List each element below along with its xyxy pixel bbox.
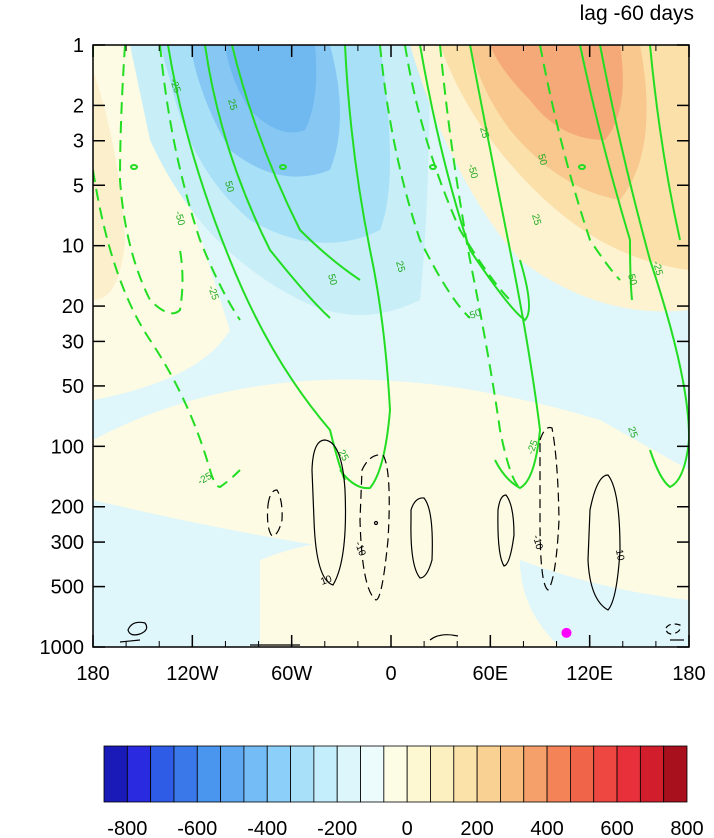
x-tick-label: 60E bbox=[473, 663, 509, 685]
y-tick-label: 3 bbox=[73, 131, 84, 153]
green-contour-label: -25 bbox=[167, 77, 182, 95]
colorbar-box bbox=[126, 745, 152, 803]
colorbar-box bbox=[196, 745, 221, 803]
green-contour-label: -25 bbox=[525, 438, 540, 456]
colorbar-box bbox=[523, 745, 548, 803]
green-contour-label: 50 bbox=[535, 153, 549, 167]
y-tick-label: 1000 bbox=[40, 637, 85, 659]
black-contour-label: -10 bbox=[352, 540, 367, 558]
green-contour-label: 25 bbox=[225, 98, 239, 112]
colorbar-box bbox=[383, 745, 408, 803]
colorbar-label: 600 bbox=[600, 818, 633, 838]
green-contour-label: -50 bbox=[465, 307, 483, 322]
colorbar-box bbox=[639, 745, 665, 803]
green-contour-label: -50 bbox=[465, 163, 479, 180]
colorbar-box bbox=[150, 745, 175, 803]
colorbar-label: 200 bbox=[460, 818, 493, 838]
green-contour-labels: -25 -50 25 50 -25 -25 25 50 25 -50 -50 2… bbox=[167, 77, 664, 487]
colorbar-label: -600 bbox=[177, 818, 217, 838]
green-contour-label: -25 bbox=[650, 260, 664, 277]
magenta-marker bbox=[561, 627, 572, 638]
colorbar-box bbox=[103, 745, 128, 803]
colorbar-box bbox=[243, 745, 268, 803]
black-contour-label: 10 bbox=[613, 549, 626, 562]
colorbar-box bbox=[546, 745, 571, 803]
y-tick-label: 30 bbox=[62, 331, 84, 353]
colorbar-label: -200 bbox=[317, 818, 357, 838]
y-tick-label: 300 bbox=[51, 532, 84, 554]
x-axis: 180 120W 60W 0 60E 120E 180 bbox=[76, 45, 706, 685]
y-tick-label: 2 bbox=[73, 95, 84, 117]
colorbar-box bbox=[406, 745, 431, 803]
green-contour-label: -25 bbox=[205, 284, 220, 302]
colorbar-label: 400 bbox=[530, 818, 563, 838]
colorbar-box bbox=[266, 745, 291, 803]
colorbar-box bbox=[173, 745, 198, 803]
green-contour-label: 50 bbox=[222, 180, 236, 194]
colorbar-labels: -800 -600 -400 -200 0 200 400 600 800 bbox=[107, 818, 703, 838]
x-tick-label: 120E bbox=[566, 663, 613, 685]
colorbar-box bbox=[616, 745, 641, 803]
colorbar-box bbox=[476, 745, 501, 803]
colorbar-label: -800 bbox=[107, 818, 147, 838]
x-tick-label: 180 bbox=[672, 663, 705, 685]
colorbar-box bbox=[430, 745, 455, 803]
colorbar-box bbox=[570, 745, 595, 803]
x-tick-label: 60W bbox=[271, 663, 312, 685]
y-tick-label: 10 bbox=[62, 236, 84, 258]
green-contour-label: 25 bbox=[529, 213, 543, 227]
colorbar bbox=[103, 745, 688, 803]
black-contours bbox=[119, 426, 684, 646]
green-contour-label: 50 bbox=[625, 273, 639, 287]
colorbar-label: -400 bbox=[247, 818, 287, 838]
y-tick-label: 500 bbox=[51, 577, 84, 599]
x-tick-label: 0 bbox=[385, 663, 396, 685]
colorbar-box bbox=[336, 745, 361, 803]
black-contour-label: -10 bbox=[530, 534, 544, 551]
green-contour-label: 25 bbox=[625, 425, 639, 440]
colorbar-box bbox=[290, 745, 315, 803]
y-tick-label: 50 bbox=[62, 376, 84, 398]
y-tick-label: 100 bbox=[51, 436, 84, 458]
colorbar-box bbox=[313, 745, 338, 803]
green-contour-label: 25 bbox=[335, 448, 350, 464]
green-contour-label: 25 bbox=[393, 260, 407, 274]
colorbar-label: 0 bbox=[402, 818, 413, 838]
y-tick-label: 200 bbox=[51, 497, 84, 519]
colorbar-box bbox=[360, 745, 385, 803]
colorbar-box bbox=[500, 745, 525, 803]
y-tick-label: 1 bbox=[73, 35, 84, 57]
green-contours bbox=[93, 45, 689, 490]
colorbar-box bbox=[453, 745, 478, 803]
green-contour-label: 25 bbox=[477, 126, 491, 140]
green-contour-label: 50 bbox=[325, 273, 339, 287]
black-contour-labels: 10 -10 -10 10 bbox=[319, 534, 626, 588]
x-tick-label: 180 bbox=[76, 663, 109, 685]
y-tick-label: 20 bbox=[62, 296, 84, 318]
colorbar-label: 800 bbox=[670, 818, 703, 838]
x-tick-label: 120W bbox=[166, 663, 218, 685]
shaded-field bbox=[93, 45, 689, 647]
colorbar-box bbox=[593, 745, 618, 803]
colorbar-box bbox=[220, 745, 245, 803]
colorbar-box bbox=[663, 745, 688, 803]
chart-title: lag -60 days bbox=[580, 2, 694, 25]
y-tick-label: 5 bbox=[73, 175, 84, 197]
y-axis: 1 2 3 5 10 20 30 50 100 200 300 500 1000 bbox=[40, 35, 689, 659]
green-contour-label: -50 bbox=[172, 210, 186, 227]
black-contour-label: 10 bbox=[319, 574, 334, 588]
